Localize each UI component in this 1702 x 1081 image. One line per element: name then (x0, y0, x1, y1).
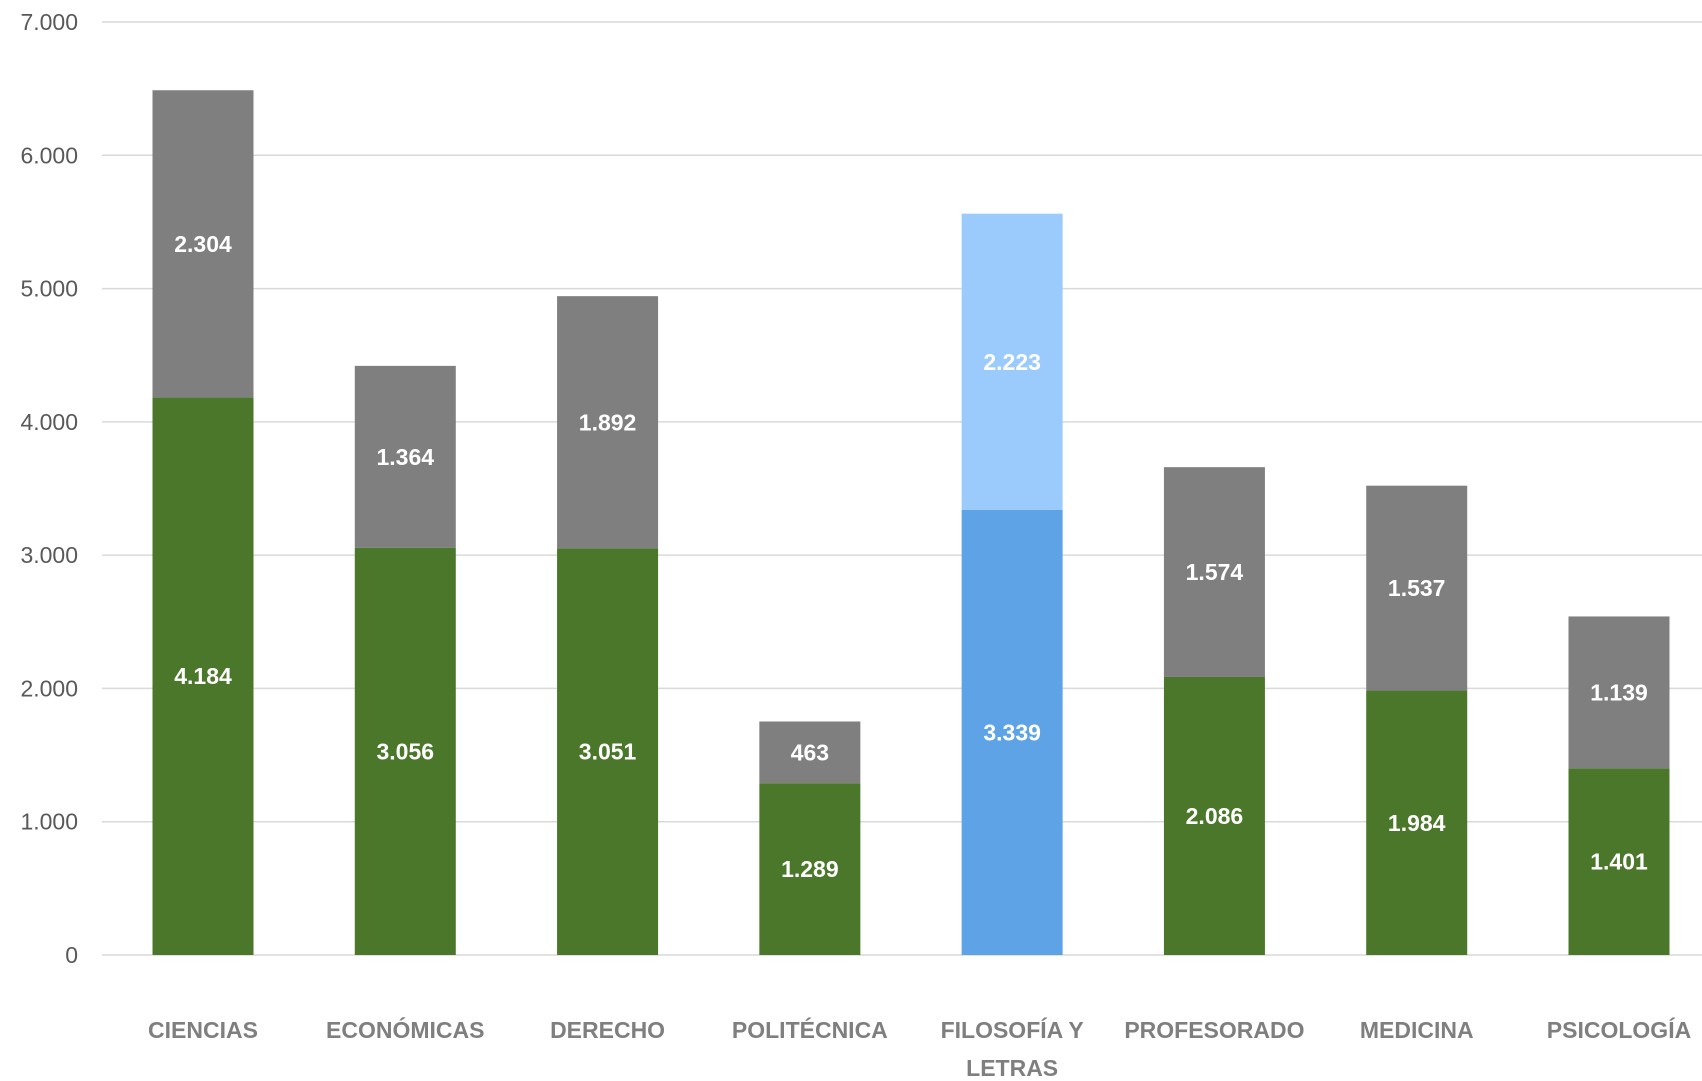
category-label-line: DERECHO (550, 1017, 665, 1043)
bar-segment-top (961, 213, 1063, 510)
data-label-bottom: 2.086 (1186, 803, 1244, 829)
category-label-line: CIENCIAS (148, 1017, 258, 1043)
data-label-top: 1.139 (1590, 679, 1648, 705)
data-label-bottom: 3.056 (377, 738, 435, 764)
data-label-top: 1.364 (377, 444, 435, 470)
data-labels: 4.184 2.304 3.056 1.364 3.051 1.892 1.289 463 3.… (174, 231, 1648, 882)
category-label: PSICOLOGÍA (1547, 1016, 1691, 1043)
bar-segment-top (557, 296, 659, 549)
bar-segment-top (1568, 616, 1670, 769)
bar-segment-bottom (759, 783, 861, 955)
category-label: ECONÓMICAS (326, 1016, 484, 1043)
data-label-top: 2.304 (174, 231, 232, 257)
category-label: PROFESORADO (1124, 1017, 1304, 1043)
bar-segment-top (1163, 467, 1265, 677)
category-label-line: PROFESORADO (1124, 1017, 1304, 1043)
data-label-bottom: 1.984 (1388, 810, 1446, 836)
data-label-bottom: 3.051 (579, 739, 637, 765)
bar-segment-bottom (1163, 676, 1265, 955)
bar-segment-bottom (961, 509, 1063, 955)
data-label-bottom: 1.289 (781, 856, 839, 882)
category-label-line: LETRAS (966, 1055, 1058, 1081)
category-label: FILOSOFÍA Y LETRAS (941, 1016, 1084, 1081)
y-axis-ticks: 0 1.000 2.000 3.000 4.000 5.000 6.000 7.000 (20, 9, 78, 968)
category-label-line: POLITÉCNICA (732, 1016, 888, 1043)
category-label-line: PSICOLOGÍA (1547, 1016, 1691, 1043)
bar-segment-bottom (1568, 768, 1670, 955)
bar-segment-bottom (354, 547, 456, 955)
data-label-top: 2.223 (983, 349, 1041, 375)
category-label-line: ECONÓMICAS (326, 1016, 484, 1043)
bar-segment-top (1366, 485, 1468, 691)
y-tick-label: 1.000 (20, 809, 78, 835)
y-tick-label: 2.000 (20, 675, 78, 701)
bars (152, 90, 1670, 955)
y-tick-label: 4.000 (20, 409, 78, 435)
bar-segment-bottom (1366, 690, 1468, 955)
category-label: CIENCIAS (148, 1017, 258, 1043)
category-label-line: MEDICINA (1360, 1017, 1474, 1043)
y-tick-label: 0 (65, 942, 78, 968)
data-label-top: 1.892 (579, 409, 637, 435)
data-label-bottom: 1.401 (1590, 849, 1648, 875)
data-label-bottom: 4.184 (174, 663, 232, 689)
category-label: MEDICINA (1360, 1017, 1474, 1043)
category-label: DERECHO (550, 1017, 665, 1043)
bar-segment-bottom (557, 548, 659, 955)
category-label-line: FILOSOFÍA Y (941, 1016, 1084, 1043)
y-tick-label: 3.000 (20, 542, 78, 568)
bar-segment-top (354, 365, 456, 548)
y-tick-label: 5.000 (20, 276, 78, 302)
data-label-top: 1.537 (1388, 575, 1446, 601)
data-label-bottom: 3.339 (983, 719, 1041, 745)
y-tick-label: 6.000 (20, 142, 78, 168)
bar-segment-top (152, 90, 254, 398)
bar-segment-bottom (152, 397, 254, 955)
category-label: POLITÉCNICA (732, 1016, 888, 1043)
bar-segment-top (759, 721, 861, 784)
y-tick-label: 7.000 (20, 9, 78, 35)
category-labels: CIENCIAS ECONÓMICAS DERECHO POLITÉCNICA FILO… (148, 1016, 1691, 1081)
data-label-top: 1.574 (1186, 559, 1244, 585)
data-label-top: 463 (791, 739, 829, 765)
